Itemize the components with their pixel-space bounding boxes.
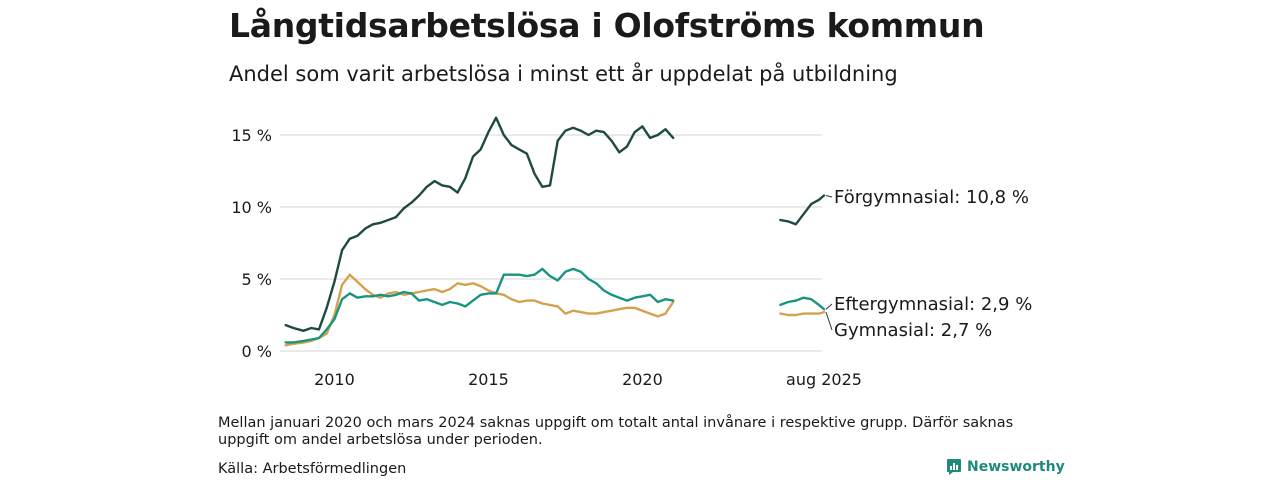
y-axis-ticks: 0 % 5 % 10 % 15 % — [231, 126, 272, 361]
series-line-gymnasial-early — [284, 273, 675, 347]
chart-subtitle: Andel som varit arbetslösa i minst ett å… — [229, 62, 898, 86]
source-text: Källa: Arbetsförmedlingen — [218, 461, 407, 477]
brand-name: Newsworthy — [967, 459, 1065, 475]
y-tick-label: 15 % — [231, 126, 272, 145]
brand-logo[interactable]: Newsworthy — [946, 458, 1065, 476]
chart-title: Långtidsarbetslösa i Olofströms kommun — [229, 6, 985, 45]
label-leader-gymnasial — [825, 311, 833, 331]
label-leader-eftergymnasial — [825, 303, 833, 310]
y-tick-label: 10 % — [231, 198, 272, 217]
series-line-forgymnasial-early — [284, 116, 675, 332]
series-end-labels: Förgymnasial: 10,8 % Eftergymnasial: 2,9 … — [825, 187, 1032, 341]
series-line-forgymnasial-late — [779, 194, 826, 226]
label-leader-forgymnasial — [825, 194, 833, 198]
end-label-eftergymnasial: Eftergymnasial: 2,9 % — [834, 294, 1032, 315]
footnote: Mellan januari 2020 och mars 2024 saknas… — [218, 415, 1014, 448]
end-label-forgymnasial: Förgymnasial: 10,8 % — [834, 187, 1029, 208]
y-tick-label: 5 % — [242, 270, 272, 289]
x-tick-label: 2015 — [468, 370, 509, 389]
gridlines — [280, 134, 822, 352]
x-tick-label: 2010 — [314, 370, 355, 389]
x-tick-label: 2020 — [622, 370, 663, 389]
y-tick-label: 0 % — [242, 342, 272, 361]
x-axis-ticks: 2010 2015 2020 aug 2025 — [314, 370, 862, 389]
series-lines — [284, 116, 826, 347]
x-tick-label: aug 2025 — [786, 370, 862, 389]
series-line-eftergymnasial-late — [779, 296, 826, 311]
end-label-gymnasial: Gymnasial: 2,7 % — [834, 320, 992, 341]
series-line-eftergymnasial-early — [284, 267, 675, 344]
newsworthy-icon — [947, 459, 961, 475]
series-line-gymnasial-late — [779, 310, 826, 317]
line-chart: 0 % 5 % 10 % 15 % 2010 2015 2020 aug 2025 Förg… — [231, 116, 1032, 389]
